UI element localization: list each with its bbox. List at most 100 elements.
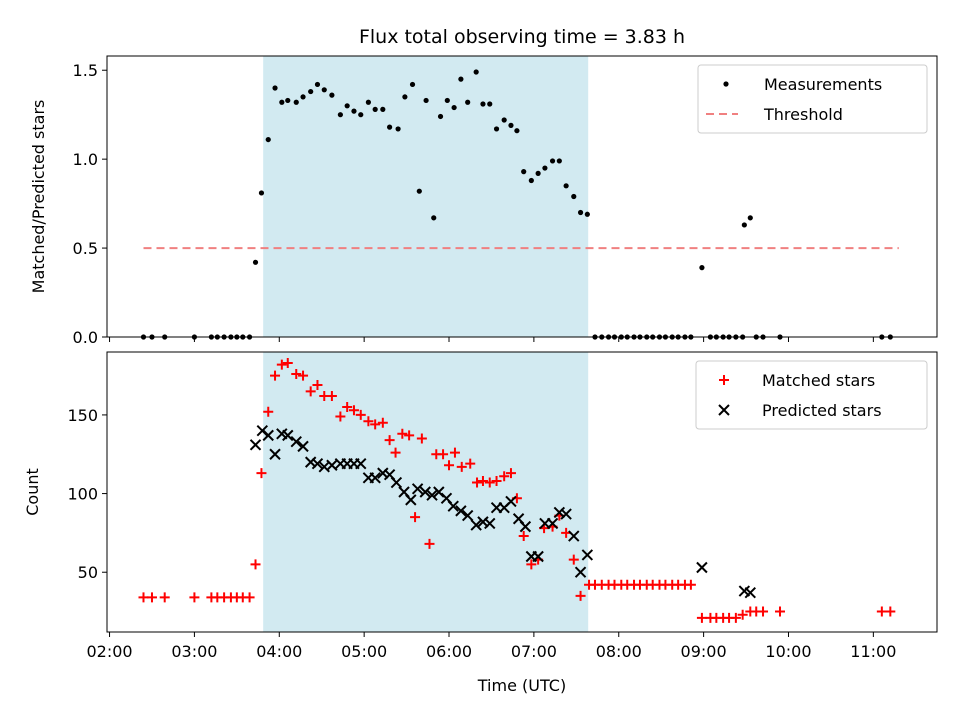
- data-point: [305, 386, 316, 397]
- data-point: [351, 108, 357, 114]
- data-point: [244, 592, 255, 603]
- series-predicted-stars: [249, 424, 756, 599]
- x-axis-label: Time (UTC): [477, 676, 566, 695]
- x-tick-label: 02:00: [86, 642, 132, 661]
- data-point: [411, 483, 424, 495]
- data-point: [484, 477, 495, 488]
- legend-marker: [723, 81, 729, 87]
- panel-count: 50 100 150 02:00 03:00 04:00 05:00 06:00 07:00 08…: [23, 351, 938, 661]
- data-point: [424, 538, 435, 549]
- data-point: [514, 128, 520, 134]
- data-point: [416, 433, 427, 444]
- data-point: [774, 606, 785, 617]
- data-point: [575, 590, 586, 601]
- y-tick-label: 1.5: [73, 61, 98, 80]
- data-point: [348, 405, 359, 416]
- data-point: [380, 106, 386, 112]
- data-point: [249, 439, 262, 451]
- data-point: [384, 435, 395, 446]
- data-point: [405, 494, 417, 506]
- data-point: [563, 183, 569, 189]
- data-point: [326, 391, 337, 402]
- data-point: [532, 550, 544, 563]
- y-axis-label: Count: [23, 468, 42, 516]
- data-point: [758, 606, 769, 617]
- chart-title: Flux total observing time = 3.83 h: [359, 26, 685, 48]
- data-point: [521, 169, 527, 175]
- data-point: [300, 94, 306, 100]
- data-point: [138, 592, 149, 603]
- legend-marker: [719, 375, 729, 385]
- data-point: [560, 508, 572, 520]
- data-point: [402, 94, 408, 100]
- series-matched-stars: [138, 358, 896, 623]
- legend-label: Threshold: [763, 105, 843, 124]
- data-point: [387, 124, 393, 130]
- data-point: [505, 495, 517, 508]
- data-point: [279, 99, 285, 105]
- data-point: [699, 265, 705, 271]
- data-point: [270, 370, 281, 381]
- data-point: [363, 416, 374, 427]
- legend-box: [697, 64, 928, 134]
- data-point: [342, 402, 353, 413]
- data-point: [290, 435, 302, 448]
- data-point: [549, 158, 556, 164]
- data-point: [370, 419, 381, 430]
- data-point: [449, 447, 460, 458]
- data-point: [146, 592, 157, 603]
- data-point: [465, 458, 476, 469]
- top-plot-frame: [106, 55, 938, 338]
- y-tick-label: 100: [67, 485, 98, 504]
- data-point: [293, 99, 299, 105]
- data-point: [410, 512, 421, 523]
- x-tick-label: 06:00: [426, 642, 472, 661]
- data-point: [438, 449, 449, 460]
- x-tick-label: 05:00: [341, 642, 387, 661]
- data-point: [250, 559, 261, 570]
- data-point: [553, 506, 566, 519]
- data-point: [419, 486, 431, 498]
- data-point: [484, 517, 496, 530]
- data-point: [335, 411, 346, 422]
- data-point: [737, 609, 748, 620]
- data-point: [291, 369, 302, 380]
- bottom-plot-frame: [106, 351, 938, 633]
- data-point: [282, 429, 294, 442]
- data-point: [282, 358, 293, 369]
- data-point: [314, 81, 321, 88]
- data-point: [159, 592, 170, 603]
- data-point: [577, 209, 584, 216]
- data-point: [444, 460, 455, 471]
- data-point: [377, 467, 389, 479]
- data-point: [431, 215, 437, 221]
- data-point: [390, 476, 403, 489]
- data-point: [308, 88, 314, 95]
- data-point: [344, 103, 350, 109]
- data-point: [747, 215, 753, 221]
- y-tick-label: 0.0: [73, 328, 98, 347]
- data-point: [285, 97, 291, 104]
- data-point: [451, 104, 457, 111]
- data-point: [501, 117, 507, 123]
- legend-label: Predicted stars: [762, 401, 882, 420]
- data-point: [470, 519, 482, 531]
- panel-ratio: 0.0 0.5 1.0 1.5 Matched/Predicted stars Measu…: [29, 55, 938, 347]
- data-point: [499, 471, 510, 482]
- data-point: [189, 592, 200, 603]
- data-point: [473, 69, 479, 75]
- data-point: [397, 428, 408, 439]
- data-point: [298, 370, 309, 381]
- data-point: [311, 457, 324, 470]
- data-point: [493, 126, 500, 132]
- data-point: [337, 112, 343, 118]
- data-point: [730, 612, 741, 623]
- data-point: [437, 113, 444, 120]
- data-point: [491, 475, 502, 486]
- data-point: [568, 554, 579, 565]
- data-point: [542, 165, 548, 171]
- data-point: [404, 430, 415, 441]
- data-point: [358, 112, 364, 118]
- y-axis-label: Matched/Predicted stars: [29, 100, 48, 294]
- data-point: [372, 106, 378, 112]
